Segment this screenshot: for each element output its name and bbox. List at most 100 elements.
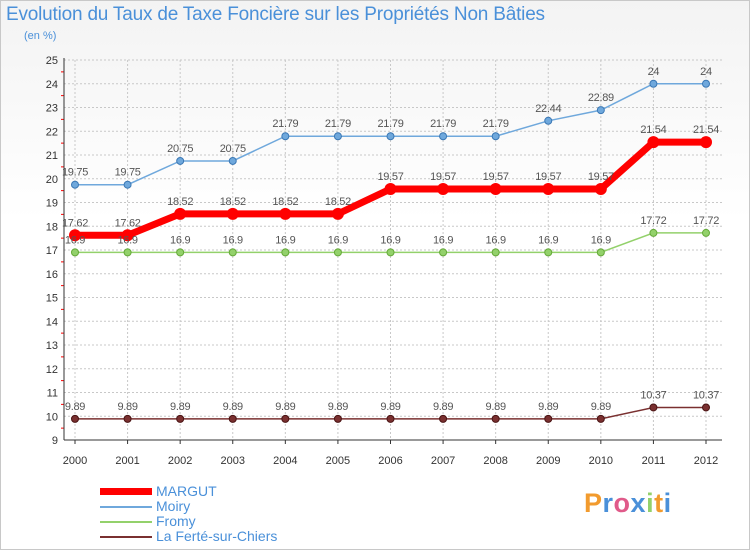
point-margut — [174, 207, 187, 220]
y-tick-label: 19 — [46, 198, 58, 210]
point-moiry — [333, 132, 342, 141]
y-tick-label: 21 — [46, 150, 58, 162]
point-la-ferte-sur-chiers — [281, 414, 290, 423]
data-label-fromy: 16.9 — [170, 234, 190, 246]
point-fromy — [228, 248, 237, 257]
legend-swatch-moiry — [100, 505, 152, 508]
data-label-moiry: 21.79 — [377, 118, 403, 130]
data-label-fromy: 16.9 — [223, 234, 243, 246]
x-tick-label: 2011 — [642, 455, 666, 467]
data-label-la-ferte-sur-chiers: 9.89 — [486, 401, 506, 413]
legend-label-fromy: Fromy — [156, 513, 196, 529]
x-tick-label: 2010 — [589, 455, 613, 467]
point-margut — [594, 182, 607, 195]
point-fromy — [544, 248, 553, 257]
point-la-ferte-sur-chiers — [176, 414, 185, 423]
data-label-fromy: 17.72 — [693, 215, 719, 227]
data-label-fromy: 16.9 — [275, 234, 295, 246]
data-label-la-ferte-sur-chiers: 9.89 — [65, 401, 85, 413]
data-label-fromy: 16.9 — [328, 234, 348, 246]
line-chart: 9 10 11 12 13 14 15 16 17 18 19 20 21 22 23 24 25 2000 200… — [46, 55, 722, 467]
legend-label-la-ferte-sur-chiers: La Ferté-sur-Chiers — [156, 528, 278, 544]
y-tick-label: 25 — [46, 55, 58, 67]
point-la-ferte-sur-chiers — [228, 414, 237, 423]
data-label-margut: 19.57 — [535, 171, 561, 183]
data-label-fromy: 16.9 — [486, 234, 506, 246]
logo-letter: r — [602, 488, 614, 518]
data-label-moiry: 20.75 — [220, 143, 246, 155]
data-label-moiry: 19.75 — [115, 167, 141, 179]
x-tick-label: 2004 — [273, 455, 297, 467]
point-fromy — [123, 248, 132, 257]
point-moiry — [71, 180, 79, 189]
point-fromy — [333, 248, 342, 257]
point-moiry — [176, 156, 185, 165]
point-fromy — [702, 228, 710, 237]
legend-item-fromy[interactable]: Fromy — [100, 513, 360, 529]
data-label-margut: 19.57 — [430, 171, 456, 183]
point-fromy — [176, 248, 185, 257]
data-label-moiry: 24 — [648, 66, 660, 78]
y-tick-label: 9 — [52, 435, 58, 447]
point-fromy — [71, 248, 79, 257]
x-tick-label: 2012 — [694, 455, 718, 467]
legend-item-moiry[interactable]: Moiry — [100, 498, 360, 514]
data-label-margut: 18.52 — [167, 196, 193, 208]
point-la-ferte-sur-chiers — [439, 414, 448, 423]
point-moiry — [702, 79, 710, 88]
data-label-moiry: 21.79 — [272, 118, 298, 130]
point-la-ferte-sur-chiers — [596, 414, 605, 423]
data-label-fromy: 16.9 — [65, 234, 85, 246]
logo-letter: t — [654, 488, 664, 518]
data-label-la-ferte-sur-chiers: 9.89 — [117, 401, 137, 413]
unit-label: (en %) — [24, 30, 57, 42]
point-margut — [489, 182, 502, 195]
logo-letter: x — [630, 488, 647, 518]
point-fromy — [386, 248, 395, 257]
x-tick-label: 2007 — [431, 455, 455, 467]
data-label-la-ferte-sur-chiers: 9.89 — [591, 401, 611, 413]
point-la-ferte-sur-chiers — [386, 414, 395, 423]
data-label-la-ferte-sur-chiers: 9.89 — [170, 401, 190, 413]
data-label-la-ferte-sur-chiers: 9.89 — [433, 401, 453, 413]
x-tick-label: 2000 — [63, 455, 87, 467]
data-label-moiry: 21.79 — [483, 118, 509, 130]
x-tick-label: 2008 — [483, 455, 507, 467]
point-margut — [647, 136, 660, 149]
y-tick-label: 13 — [46, 340, 58, 352]
data-label-moiry: 22.44 — [535, 103, 561, 115]
point-margut — [279, 207, 292, 220]
legend-item-la-ferte-sur-chiers[interactable]: La Ferté-sur-Chiers — [100, 528, 360, 544]
legend-label-moiry: Moiry — [156, 498, 191, 514]
point-la-ferte-sur-chiers — [544, 414, 553, 423]
data-label-la-ferte-sur-chiers: 9.89 — [223, 401, 243, 413]
x-tick-label: 2009 — [536, 455, 560, 467]
point-fromy — [596, 248, 605, 257]
y-tick-label: 20 — [46, 174, 58, 186]
series-lines — [69, 79, 712, 423]
data-label-margut: 18.52 — [272, 196, 298, 208]
data-label-moiry: 21.79 — [325, 118, 351, 130]
data-label-moiry: 24 — [700, 66, 712, 78]
data-label-fromy: 16.9 — [380, 234, 400, 246]
data-label-la-ferte-sur-chiers: 9.89 — [380, 401, 400, 413]
x-tick-label: 2005 — [326, 455, 350, 467]
point-fromy — [281, 248, 290, 257]
logo-letter: i — [663, 488, 672, 518]
data-label-margut: 21.54 — [640, 124, 666, 136]
x-tick-label: 2003 — [221, 455, 245, 467]
point-la-ferte-sur-chiers — [649, 403, 658, 412]
data-label-fromy: 16.9 — [433, 234, 453, 246]
data-label-margut: 21.54 — [693, 124, 719, 136]
legend-item-margut[interactable]: MARGUT — [100, 483, 360, 499]
point-moiry — [386, 132, 395, 141]
y-tick-label: 16 — [46, 269, 58, 281]
y-tick-label: 11 — [47, 388, 58, 400]
data-label-margut: 18.52 — [220, 196, 246, 208]
y-tick-label: 15 — [46, 293, 58, 305]
legend-swatch-fromy — [100, 520, 152, 523]
y-tick-label: 14 — [46, 316, 58, 328]
data-label-la-ferte-sur-chiers: 10.37 — [640, 389, 666, 401]
data-label-fromy: 17.72 — [640, 215, 666, 227]
